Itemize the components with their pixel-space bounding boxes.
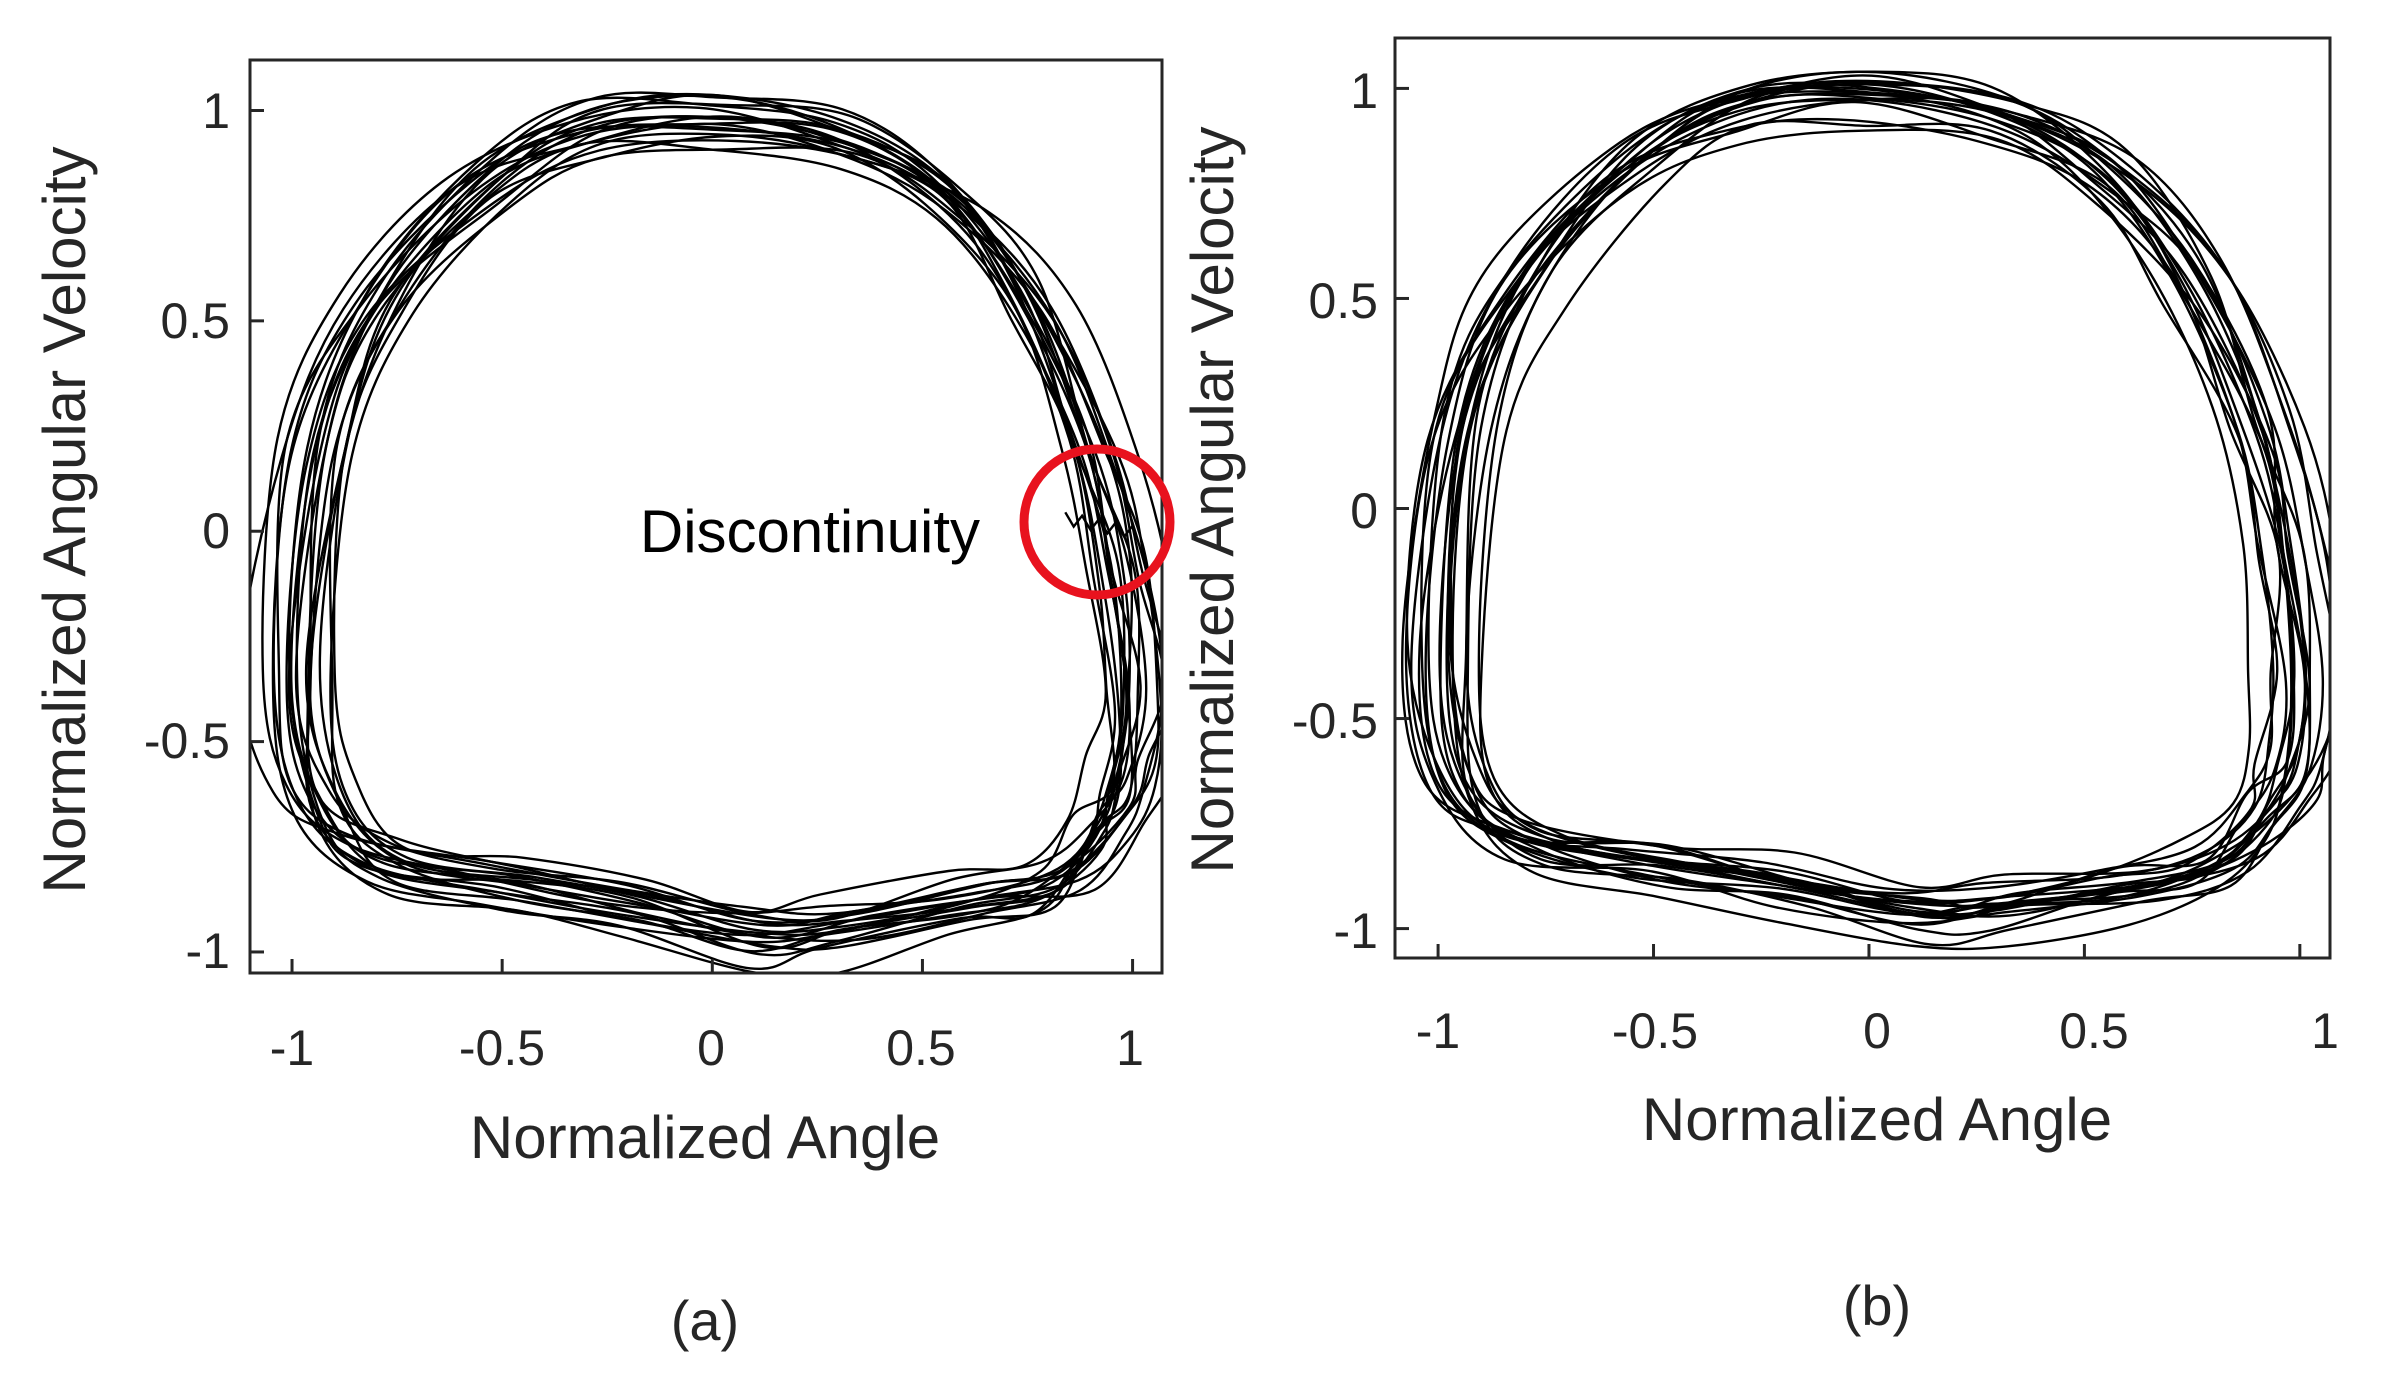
x-tick-label: -0.5 — [459, 1020, 545, 1076]
trajectory-cycle — [285, 139, 1162, 939]
panel-label: (b) — [1843, 1274, 1911, 1337]
trajectory-cycle — [306, 146, 1162, 922]
x-axis-label: Normalized Angle — [470, 1104, 940, 1171]
phase-trajectories — [250, 91, 1162, 973]
y-tick-label: -1 — [1334, 903, 1378, 959]
y-tick-label: 1 — [202, 83, 230, 139]
x-tick-label: 0 — [1863, 1003, 1891, 1059]
plot-frame — [248, 58, 1164, 975]
trajectory-cycle — [1417, 98, 2330, 919]
x-tick-label: -1 — [270, 1020, 314, 1076]
y-tick-label: 0 — [202, 503, 230, 559]
y-tick-label: 0 — [1350, 483, 1378, 539]
trajectory-cycle — [318, 101, 1148, 927]
discontinuity-segment — [1064, 511, 1134, 539]
y-tick-label: 0.5 — [1308, 273, 1378, 329]
plot-frame — [1393, 36, 2332, 960]
trajectory-cycle — [1477, 85, 2296, 918]
tick-marks — [1395, 86, 2302, 958]
phase-trajectories — [1401, 70, 2330, 951]
y-tick-label: 1 — [1350, 63, 1378, 119]
x-tick-label: -1 — [1416, 1003, 1460, 1059]
panel-b: -1 -0.5 0 0.5 1 -1 -0.5 0 0.5 1 Normaliz… — [1179, 36, 2339, 1337]
trajectory-cycle — [1439, 82, 2275, 895]
trajectory-cycle — [1424, 100, 2311, 915]
discontinuity-annotation: Discontinuity — [640, 498, 980, 565]
x-tick-label: 0 — [697, 1020, 725, 1076]
panel-label: (a) — [671, 1289, 739, 1352]
y-tick-label: 0.5 — [160, 293, 230, 349]
trajectory-cycle — [290, 115, 1162, 943]
trajectory-cycle — [328, 115, 1117, 953]
y-tick-label: -1 — [186, 923, 230, 979]
x-axis-label: Normalized Angle — [1642, 1086, 2112, 1153]
trajectory-cycle — [287, 115, 1141, 950]
panel-a: -1 -0.5 0 0.5 1 -1 -0.5 0 0.5 1 Normaliz… — [31, 58, 1175, 1352]
trajectory-cycle — [332, 134, 1108, 914]
trajectory-cycle — [305, 94, 1123, 973]
trajectory-cycle — [1451, 70, 2307, 926]
y-axis-label: Normalized Angular Velocity — [31, 146, 98, 893]
x-tick-label: 0.5 — [2059, 1003, 2129, 1059]
discontinuity-circle — [1019, 444, 1175, 600]
trajectory-cycle — [1410, 74, 2325, 925]
y-tick-label: -0.5 — [1292, 693, 1378, 749]
tick-marks — [250, 108, 1135, 973]
trajectory-cycle — [1404, 128, 2311, 908]
y-tick-label: -0.5 — [144, 713, 230, 769]
x-tick-label: 1 — [1116, 1020, 1144, 1076]
trajectory-cycle — [1478, 119, 2279, 904]
trajectory-cycle — [329, 132, 1116, 934]
trajectory-cycle — [1448, 86, 2252, 905]
trajectory-cycle — [1401, 80, 2330, 914]
x-tick-label: -0.5 — [1612, 1003, 1698, 1059]
trajectory-cycle — [272, 125, 1162, 937]
y-axis-label: Normalized Angular Velocity — [1179, 126, 1246, 873]
trajectory-cycle — [1465, 93, 2296, 909]
x-tick-label: 1 — [2311, 1003, 2339, 1059]
x-tick-label: 0.5 — [886, 1020, 956, 1076]
